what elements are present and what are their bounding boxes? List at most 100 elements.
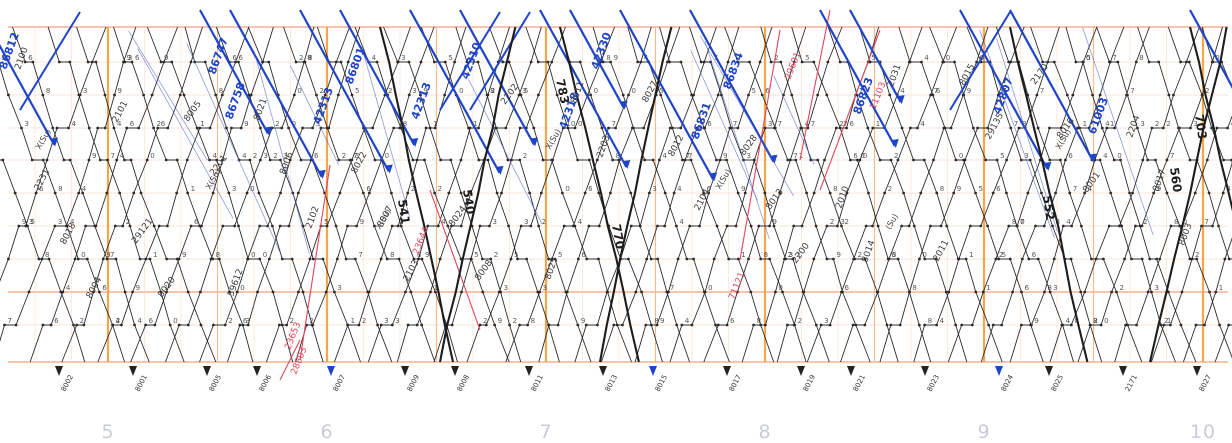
minute-digit: 2 bbox=[1119, 284, 1123, 292]
minute-digit: 3 bbox=[58, 218, 62, 226]
stop-marker bbox=[692, 258, 695, 261]
stop-marker bbox=[35, 192, 38, 195]
stop-marker bbox=[690, 94, 693, 97]
stop-marker bbox=[598, 225, 601, 228]
stop-marker bbox=[17, 225, 20, 228]
stop-marker bbox=[801, 61, 804, 64]
stop-marker bbox=[839, 61, 842, 64]
minute-digit: 0 bbox=[173, 317, 177, 325]
stop-marker bbox=[829, 192, 832, 195]
stop-marker bbox=[919, 192, 922, 195]
stop-marker bbox=[1222, 159, 1225, 162]
stop-marker bbox=[1222, 192, 1225, 195]
stop-marker bbox=[111, 324, 114, 327]
stop-marker bbox=[645, 258, 648, 261]
minute-digit: 0 bbox=[1086, 54, 1090, 62]
stop-marker bbox=[1155, 258, 1158, 261]
minute-digit: 5 bbox=[751, 87, 755, 95]
stop-marker bbox=[336, 258, 339, 261]
minute-digit: 2 bbox=[228, 317, 232, 325]
stop-marker bbox=[609, 192, 612, 195]
stop-marker bbox=[1066, 94, 1069, 97]
stop-marker bbox=[671, 127, 674, 130]
stop-marker bbox=[354, 258, 357, 261]
minute-digit: 3 bbox=[768, 120, 772, 128]
hour-label-7: 7 bbox=[539, 421, 552, 443]
stop-marker bbox=[504, 127, 507, 130]
stop-marker bbox=[752, 324, 755, 327]
stop-marker bbox=[233, 225, 236, 228]
stop-marker bbox=[50, 324, 53, 327]
stop-marker bbox=[212, 192, 215, 195]
stop-marker bbox=[1216, 127, 1219, 130]
stop-marker bbox=[451, 324, 454, 327]
stop-marker bbox=[326, 225, 329, 228]
stop-marker bbox=[41, 258, 44, 261]
stop-marker bbox=[123, 61, 126, 64]
stop-marker bbox=[7, 258, 10, 261]
stop-marker bbox=[663, 225, 666, 228]
stop-marker bbox=[493, 324, 496, 327]
stop-marker bbox=[477, 159, 480, 162]
stop-marker bbox=[374, 159, 377, 162]
stop-marker bbox=[380, 324, 383, 327]
stop-marker bbox=[368, 192, 371, 195]
stop-marker bbox=[918, 258, 921, 261]
minute-digit: 6 bbox=[239, 54, 244, 62]
stop-marker bbox=[1214, 291, 1217, 294]
stop-marker bbox=[717, 324, 720, 327]
stop-marker bbox=[601, 127, 604, 130]
stop-marker bbox=[764, 324, 767, 327]
stop-marker bbox=[865, 225, 868, 228]
minute-digit: 7 bbox=[811, 120, 815, 128]
stop-marker bbox=[700, 61, 703, 64]
stop-marker bbox=[69, 159, 72, 162]
stop-marker bbox=[717, 94, 720, 97]
stop-marker bbox=[1034, 225, 1037, 228]
minute-digit: 3 bbox=[892, 251, 896, 259]
stop-marker bbox=[923, 159, 926, 162]
stop-marker bbox=[538, 291, 541, 294]
stop-marker bbox=[931, 94, 934, 97]
stop-marker bbox=[737, 258, 740, 261]
stop-marker bbox=[501, 61, 504, 64]
stop-marker bbox=[183, 94, 186, 97]
minute-digit: 4 bbox=[679, 218, 684, 226]
stop-marker bbox=[258, 192, 261, 195]
stop-marker bbox=[952, 192, 955, 195]
stop-marker bbox=[656, 225, 659, 228]
minute-digit: 0 bbox=[1020, 218, 1024, 226]
stop-marker bbox=[391, 225, 394, 228]
stop-marker bbox=[529, 225, 532, 228]
stop-marker bbox=[420, 324, 423, 327]
minute-digit: 3 bbox=[263, 152, 267, 160]
stop-marker bbox=[1009, 258, 1012, 261]
minute-digit: 3 bbox=[29, 218, 33, 226]
stop-marker bbox=[783, 258, 786, 261]
stop-marker bbox=[747, 94, 750, 97]
stop-marker bbox=[617, 159, 620, 162]
stop-marker bbox=[1070, 258, 1073, 261]
stop-marker bbox=[144, 258, 147, 261]
stop-marker bbox=[1179, 61, 1182, 64]
stop-marker bbox=[1026, 192, 1029, 195]
stop-marker bbox=[1095, 258, 1098, 261]
stop-marker bbox=[801, 225, 804, 228]
stop-marker bbox=[642, 127, 645, 130]
stop-marker bbox=[447, 192, 450, 195]
stop-marker bbox=[918, 324, 921, 327]
stop-marker bbox=[340, 61, 343, 64]
minute-digit: 1 bbox=[153, 251, 157, 259]
stop-marker bbox=[1180, 324, 1183, 327]
stop-marker bbox=[376, 324, 379, 327]
stop-marker bbox=[104, 127, 107, 130]
stop-marker bbox=[588, 159, 591, 162]
stop-marker bbox=[1123, 258, 1126, 261]
stop-marker bbox=[230, 127, 233, 130]
stop-marker bbox=[871, 225, 874, 228]
stop-marker bbox=[1091, 94, 1094, 97]
stop-marker bbox=[685, 258, 688, 261]
stop-marker bbox=[24, 225, 27, 228]
stop-marker bbox=[1071, 94, 1074, 97]
